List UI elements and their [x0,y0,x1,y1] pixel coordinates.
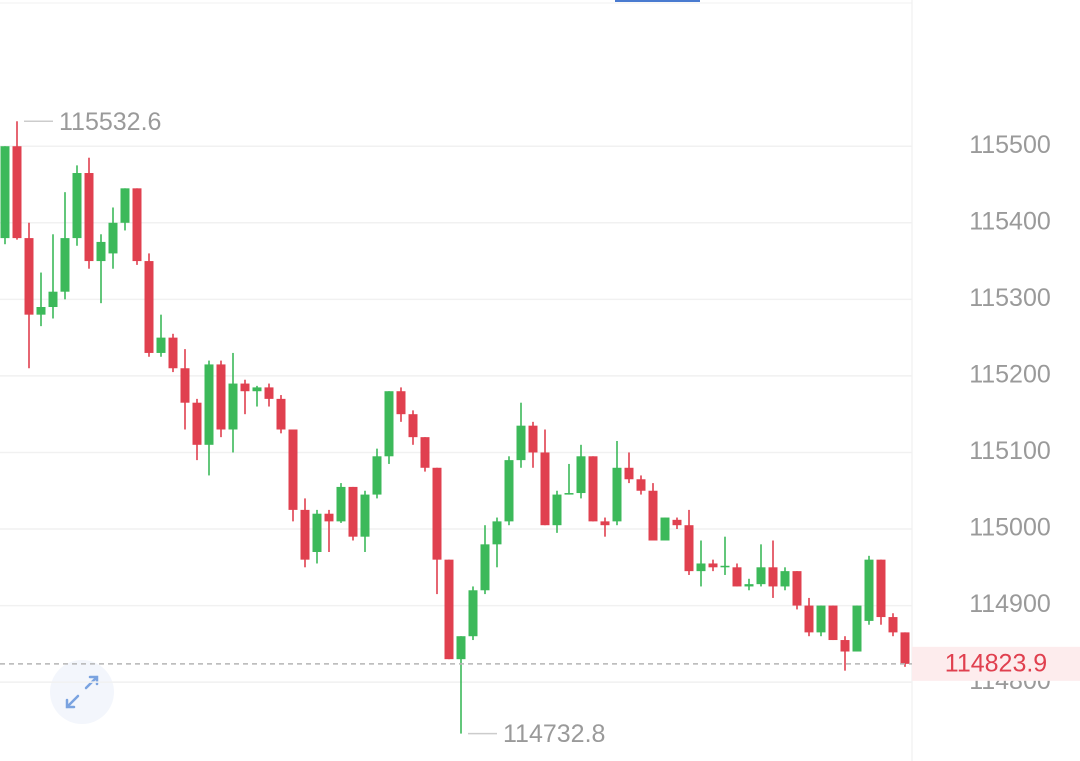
candle-body [156,337,166,353]
candle-body [192,402,202,445]
candle-body [900,632,910,664]
candle-body [432,467,442,560]
candle-body [0,146,10,239]
candle-body [684,525,694,572]
candle-body [456,636,466,660]
candle-body [396,391,406,415]
candle-body [600,521,610,526]
candle-body [660,517,670,541]
candle-body [180,368,190,403]
candle-body [516,425,526,461]
candle-body [132,188,142,262]
expand-button-bg[interactable] [50,660,114,724]
y-tick-label: 115500 [969,131,1051,159]
last-price-badge [912,646,1080,681]
candle-body [312,513,322,552]
candle-body [780,571,790,587]
candle-body [576,456,586,494]
candle-body [204,364,214,445]
candle-body [492,521,502,545]
expand-button[interactable] [50,660,114,724]
candle-body [816,605,826,633]
candle-body [84,173,94,262]
candle-body [672,519,682,526]
candle-body [372,456,382,495]
candle-body [864,559,874,621]
candle-body [72,173,82,239]
candle-body [804,605,814,633]
candle-body [756,567,766,585]
candle-body [540,452,550,526]
candle-body [420,437,430,468]
y-tick-label: 115100 [969,437,1051,465]
candle-body [588,456,598,522]
candle-body [300,509,310,560]
candle-body [888,617,898,633]
last-price-label: 114823.9 [945,649,1047,677]
candle-body [696,563,706,572]
candle-body [480,544,490,591]
high-label: 115532.6 [59,108,161,136]
candle-body [324,513,334,522]
candle-body [528,425,538,453]
low-label: 114732.8 [503,720,605,748]
candle-body [840,640,850,652]
candle-body [504,460,514,522]
candle-body [792,571,802,606]
candle-body [144,261,154,353]
candle-body [828,605,838,641]
candle-body [708,563,718,568]
candle-body [120,188,130,223]
candle-body [744,584,754,587]
candle-body [564,493,574,495]
candle-body [288,429,298,510]
candle-body [408,414,418,438]
candle-body [612,467,622,522]
candle-body [552,494,562,526]
candle-body [228,383,238,430]
tab-indicator [615,0,700,2]
candle-body [108,222,118,254]
candle-body [36,307,46,315]
y-tick-label: 114900 [969,590,1051,618]
candle-body [720,565,730,568]
candle-body [648,490,658,541]
candle-body [240,383,250,392]
candle-body [348,486,358,537]
candle-body [636,479,646,491]
candle-body [876,559,886,618]
candle-body [468,590,478,637]
candle-body [264,387,274,399]
y-tick-label: 115000 [969,514,1051,542]
candle-body [24,238,34,315]
candle-body [852,605,862,652]
candle-body [624,467,634,480]
candle-body [732,567,742,587]
candle-body [276,398,286,430]
candle-body [168,337,178,369]
candle-body [252,387,262,392]
y-tick-label: 115200 [969,361,1051,389]
candle-body [12,146,22,239]
candle-body [336,486,346,522]
candle-body [360,494,370,537]
candle-body [768,567,778,587]
candle-body [444,559,454,660]
candle-body [48,291,58,308]
candle-body [60,238,70,292]
candle-body [384,391,394,457]
y-tick-label: 115400 [969,207,1051,235]
candle-body [216,364,226,430]
candle-body [96,241,106,262]
y-tick-label: 115300 [969,284,1051,312]
